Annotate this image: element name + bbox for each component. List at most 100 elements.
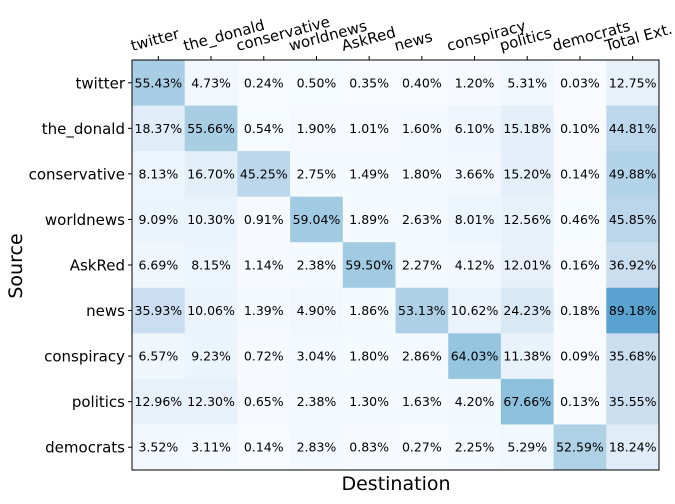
cell-value-label: 5.29% (507, 440, 547, 455)
cell-value-label: 8.01% (455, 212, 495, 227)
cell-value-label: 59.04% (293, 212, 341, 227)
y-tick-label: conservative (29, 165, 125, 183)
heatmap-cell (448, 378, 502, 425)
heatmap-cell (500, 424, 555, 471)
heatmap-cell (132, 378, 186, 425)
heatmap-cell (342, 105, 396, 152)
heatmap-cell (290, 151, 344, 198)
heatmap-cell (132, 196, 186, 243)
heatmap-cell (184, 333, 238, 380)
cell-value-label: 45.25% (240, 166, 288, 181)
cell-value-label: 1.86% (349, 303, 389, 318)
cell-value-label: 3.04% (297, 349, 337, 364)
cell-value-label: 10.30% (187, 212, 235, 227)
heatmap-cell (448, 151, 502, 198)
cell-value-label: 0.14% (560, 166, 600, 181)
heatmap-cell (184, 196, 238, 243)
heatmap-cell (132, 151, 186, 198)
cell-value-label: 53.13% (398, 303, 446, 318)
heatmap-cell (237, 287, 291, 334)
heatmap-cell (606, 378, 660, 425)
y-tick-label: AskRed (70, 257, 125, 275)
heatmap-cell (395, 287, 449, 334)
cell-value-label: 4.20% (455, 394, 495, 409)
heatmap-cell (553, 378, 607, 425)
cell-value-label: 0.09% (560, 349, 600, 364)
cell-value-label: 12.96% (135, 394, 183, 409)
cell-value-label: 6.69% (138, 258, 178, 273)
heatmap-cell (395, 196, 449, 243)
cell-value-label: 64.03% (451, 349, 499, 364)
heatmap-cell (342, 424, 396, 471)
heatmap-cell (553, 424, 607, 471)
x-tick-labels: twitter the_donaldconservativeworldnewsAs… (129, 13, 674, 60)
heatmap-cell (606, 287, 660, 334)
heatmap-cell (553, 333, 607, 380)
cell-value-label: 44.81% (609, 121, 657, 136)
cell-value-label: 36.92% (609, 258, 657, 273)
heatmap-cell (553, 151, 607, 198)
heatmap-cell (342, 333, 396, 380)
heatmap-cell (290, 242, 344, 289)
heatmap-cell (237, 151, 291, 198)
cell-value-label: 89.18% (609, 303, 657, 318)
cell-value-label: 2.38% (297, 258, 337, 273)
cell-value-label: 1.90% (297, 121, 337, 136)
heatmap-cell (606, 60, 660, 107)
y-tick-label: conspiracy (44, 348, 125, 366)
heatmap-cell (290, 378, 344, 425)
heatmap-cell (553, 287, 607, 334)
cell-value-label: 55.66% (187, 121, 235, 136)
cell-value-label: 1.89% (349, 212, 389, 227)
cell-value-label: 0.65% (244, 394, 284, 409)
cell-value-label: 2.86% (402, 349, 442, 364)
cell-value-label: 9.09% (138, 212, 178, 227)
heatmap-cell (448, 287, 502, 334)
cell-value-label: 5.31% (507, 75, 547, 90)
cell-value-label: 2.25% (455, 440, 495, 455)
x-tick-label: news (392, 27, 434, 54)
heatmap-cell (500, 378, 555, 425)
heatmap-cell (184, 287, 238, 334)
heatmap-cell (553, 242, 607, 289)
heatmap-cell (448, 196, 502, 243)
heatmap-cell (500, 105, 555, 152)
y-tick-labels: twitter the_donald conservative worldnews As… (29, 74, 132, 457)
heatmap-cell (448, 105, 502, 152)
cell-value-label: 4.12% (455, 258, 495, 273)
cell-value-label: 3.66% (455, 166, 495, 181)
y-tick-label: twitter (76, 74, 126, 92)
heatmap-cell (606, 196, 660, 243)
heatmap-cell (132, 242, 186, 289)
cell-value-label: 2.27% (402, 258, 442, 273)
cell-value-label: 0.24% (244, 75, 284, 90)
heatmap-cell (290, 105, 344, 152)
heatmap-cell (395, 242, 449, 289)
heatmap-cell (342, 60, 396, 107)
cell-value-label: 35.68% (609, 349, 657, 364)
cell-value-label: 45.85% (609, 212, 657, 227)
heatmap-cell (395, 60, 449, 107)
cell-value-label: 1.14% (244, 258, 284, 273)
cell-value-labels: 55.43% 4.73% 0.24% 0.50% 0.35% 0.40% 1.20% 5.31… (135, 75, 657, 454)
x-tick-label: twitter (129, 24, 182, 54)
cell-value-label: 15.20% (503, 166, 551, 181)
cell-value-label: 0.10% (560, 121, 600, 136)
heatmap-cell (290, 60, 344, 107)
y-tick-label: politics (72, 393, 125, 411)
heatmap-cell (342, 196, 396, 243)
cell-value-label: 1.39% (244, 303, 284, 318)
cell-value-label: 8.15% (191, 258, 231, 273)
cell-value-label: 8.13% (138, 166, 178, 181)
cell-value-label: 12.30% (187, 394, 235, 409)
heatmap-cell (132, 105, 186, 152)
heatmap-cell (448, 424, 502, 471)
heatmap-cell (500, 196, 555, 243)
heatmap-cell (395, 151, 449, 198)
heatmap-cell (237, 105, 291, 152)
heatmap-cell (184, 60, 238, 107)
cell-value-label: 3.11% (191, 440, 231, 455)
heatmap-cell (237, 242, 291, 289)
cell-value-label: 12.56% (503, 212, 551, 227)
